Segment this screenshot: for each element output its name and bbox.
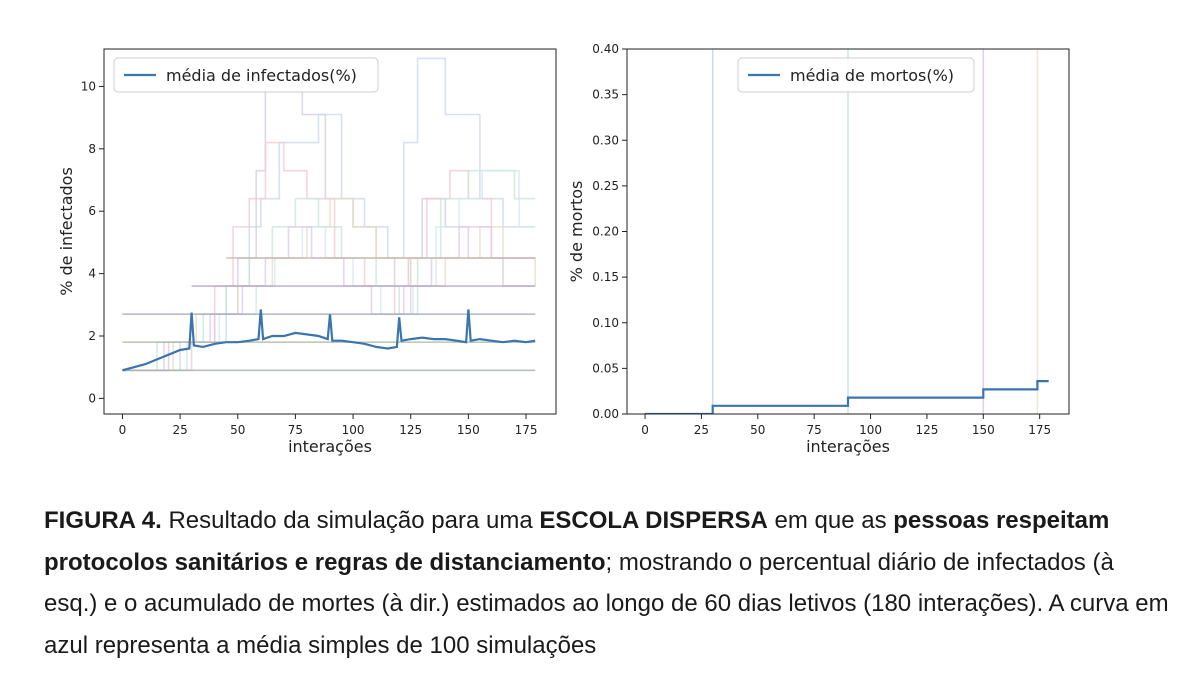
legend-label: média de infectados(%) — [166, 66, 357, 85]
plot-area — [645, 49, 1049, 414]
x-tick-label: 175 — [515, 423, 538, 437]
caption-text-1: Resultado da simulação para uma — [161, 507, 540, 534]
y-tick-label: 0.30 — [592, 133, 619, 147]
y-tick-label: 0.20 — [592, 225, 619, 239]
y-tick-label: 0.15 — [592, 270, 619, 284]
caption-text-2: em que as — [767, 507, 894, 534]
plot-area — [122, 57, 536, 372]
mean-series-line — [122, 309, 536, 372]
y-tick-label: 6 — [88, 204, 96, 218]
x-tick-label: 150 — [972, 423, 995, 437]
x-tick-label: 0 — [641, 423, 649, 437]
legend-box — [737, 57, 975, 93]
x-tick-label: 25 — [172, 423, 187, 437]
y-axis-label: % de infectados — [57, 167, 76, 296]
legend: média de mortos(%) — [737, 57, 975, 93]
x-tick-label: 75 — [807, 423, 822, 437]
y-axis-label: % de mortos — [567, 181, 586, 283]
caption-text-3: ; mostrando o percentual diário de infec… — [44, 548, 1169, 659]
x-axis-label: interações — [806, 437, 890, 456]
y-tick-label: 4 — [88, 267, 96, 281]
x-tick-label: 25 — [694, 423, 709, 437]
y-tick-label: 0.00 — [592, 407, 619, 421]
y-tick-label: 0.25 — [592, 179, 619, 193]
legend-box — [113, 57, 379, 93]
y-tick-label: 8 — [88, 142, 96, 156]
x-tick-label: 100 — [859, 423, 882, 437]
y-tick-label: 2 — [88, 329, 96, 343]
legend-label: média de mortos(%) — [790, 66, 954, 85]
infected-chart: 0 25 50 75 100 125 150 175 0 2 4 6 8 10 interações % de… — [57, 48, 557, 456]
x-tick-label: 100 — [342, 423, 365, 437]
figure-caption: FIGURA 4. Resultado da simulação para um… — [44, 500, 1169, 666]
y-tick-label: 0 — [88, 391, 96, 405]
y-tick-label: 10 — [81, 79, 96, 93]
y-tick-label: 0.10 — [592, 316, 619, 330]
x-tick-label: 50 — [230, 423, 245, 437]
y-tick-label: 0.05 — [592, 361, 619, 375]
legend: média de infectados(%) — [113, 57, 379, 93]
mean-series-line — [645, 380, 1049, 414]
x-tick-label: 50 — [750, 423, 765, 437]
deaths-chart: 0 25 50 75 100 125 150 175 0.00 0.05 0.10 0.15 0.20 0… — [567, 42, 1070, 456]
caption-label: FIGURA 4. — [44, 507, 162, 534]
simulation-line-5 — [122, 197, 536, 372]
x-tick-label: 175 — [1028, 423, 1051, 437]
x-tick-label: 125 — [915, 423, 938, 437]
x-tick-label: 75 — [288, 423, 303, 437]
y-tick-label: 0.40 — [592, 42, 619, 56]
simulation-line-3 — [122, 141, 536, 372]
x-tick-label: 0 — [119, 423, 127, 437]
figure: 0 25 50 75 100 125 150 175 0 2 4 6 8 10 interações % de… — [57, 42, 1070, 456]
axes-frame — [103, 48, 557, 415]
caption-bold-2: pessoas respeitam protocolos sanitários … — [44, 507, 1110, 576]
x-axis-label: interações — [288, 437, 372, 456]
y-tick-label: 0.35 — [592, 88, 619, 102]
caption-bold-1: ESCOLA DISPERSA — [539, 507, 768, 534]
x-tick-label: 150 — [457, 423, 480, 437]
x-tick-label: 125 — [399, 423, 422, 437]
